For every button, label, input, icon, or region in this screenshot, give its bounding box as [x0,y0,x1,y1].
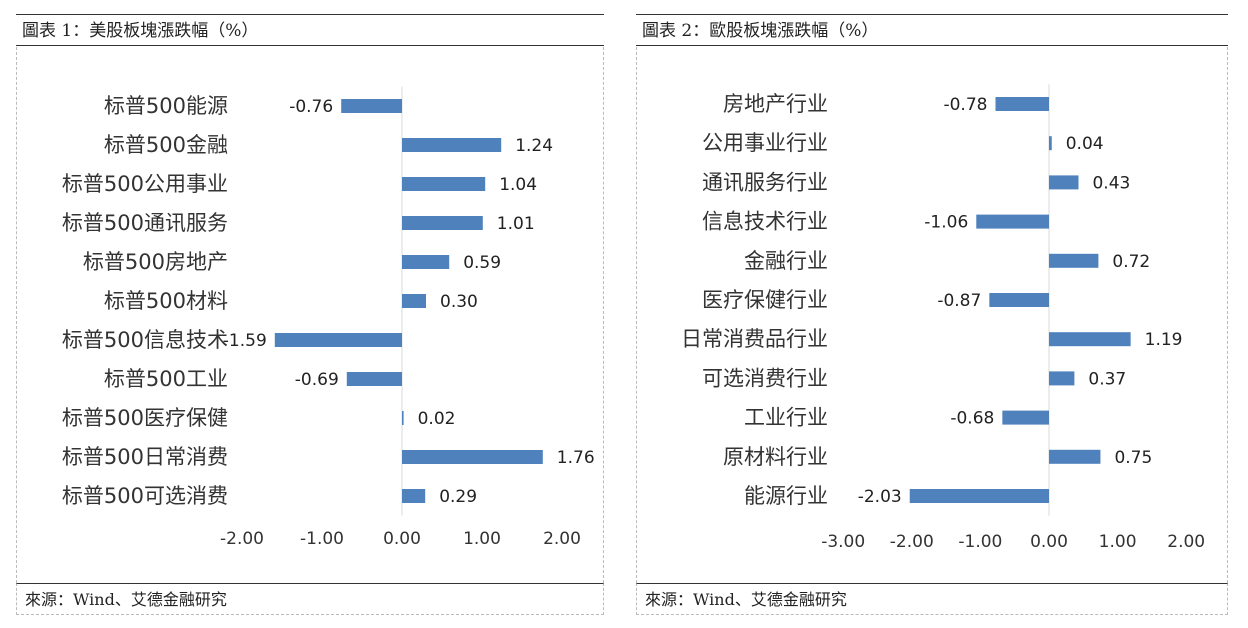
category-label: 信息技术行业 [702,210,828,234]
bar [1002,410,1049,425]
data-label: 0.29 [439,487,477,507]
bar [909,489,1049,503]
category-label: 标普500金融 [104,133,228,157]
bar [274,333,402,347]
x-tick-label: -1.00 [958,532,1002,552]
x-tick-label: -3.00 [821,532,865,552]
category-label: 标普500医疗保健 [62,406,228,430]
data-label: -0.78 [943,95,987,115]
category-label: 公用事业行业 [702,131,828,155]
bar [402,177,486,191]
x-tick-label: -2.00 [220,529,264,549]
category-label: 原材料行业 [723,445,828,469]
x-tick-label: 0.00 [383,529,421,549]
chart-frame [636,47,1228,583]
bar [402,489,426,503]
bar [1049,371,1075,386]
bar [989,293,1049,307]
bar [346,372,402,386]
category-label: 标普500房地产 [83,250,228,274]
x-tick-label: 1.00 [463,529,501,549]
eu-sector-bar-chart: 房地产行业 -0.78 公用事业行业 0.04 通讯服务行业 0.43 信息技术行业 -1.0… [681,84,1205,552]
category-label: 标普500日常消费 [62,445,228,469]
bar [976,214,1049,229]
category-label: 日常消费品行业 [681,327,828,351]
bar [402,255,450,269]
x-tick-label: -1.00 [300,529,344,549]
category-label: 通讯服务行业 [702,170,828,194]
bar [1049,332,1131,347]
category-label: 标普500通讯服务 [62,211,228,235]
category-label: 标普500公用事业 [62,172,228,196]
bar [1049,253,1099,268]
data-label: -1.59 [223,331,267,351]
category-label: 医疗保健行业 [702,288,828,312]
x-tick-label: 0.00 [1030,532,1068,552]
data-label: 1.01 [497,214,535,234]
chart-title: 圖表 1：美股板塊漲跌幅（%） [16,14,604,46]
data-label: 1.19 [1145,330,1183,350]
data-label: 0.30 [440,292,478,312]
data-label: -0.69 [295,370,339,390]
bar [402,294,426,308]
category-label: 能源行业 [744,484,828,508]
data-label: 1.76 [557,448,595,468]
bar [402,411,404,425]
x-tick-label: 1.00 [1099,532,1137,552]
bar [995,97,1049,111]
category-label: 标普500材料 [104,289,228,313]
data-label: 1.24 [515,136,553,156]
bar [1049,175,1079,190]
category-label: 工业行业 [744,406,828,430]
category-label: 金融行业 [744,249,828,273]
bar [402,216,483,230]
chart-panel-eu: 圖表 2：歐股板塊漲跌幅（%） 房地产行业 -0.78 公用事业行业 0.04 通讯服务… [636,14,1228,615]
bar [341,99,402,113]
chart-frame [16,47,604,583]
bar [402,450,543,464]
data-label: 1.04 [499,175,537,195]
x-tick-label: -2.00 [890,532,934,552]
data-label: 0.72 [1112,252,1150,272]
x-tick-label: 2.00 [543,529,581,549]
data-label: 0.04 [1066,134,1104,154]
data-label: 0.37 [1088,369,1126,389]
bar [1049,136,1052,151]
source-note: 來源：Wind、艾德金融研究 [636,583,1228,615]
data-label: -0.68 [950,409,994,429]
bar [1049,449,1101,464]
chart-panel-us: 圖表 1：美股板塊漲跌幅（%） 标普500能源 -0.76 标普500金融 1.24 标… [16,14,604,615]
data-label: -0.87 [937,291,981,311]
data-label: 0.59 [463,253,501,273]
chart-title: 圖表 2：歐股板塊漲跌幅（%） [636,14,1228,46]
data-label: 0.02 [418,409,456,429]
data-label: 0.75 [1114,448,1152,468]
category-label: 标普500可选消费 [62,484,228,508]
category-label: 标普500工业 [104,367,228,391]
category-label: 可选消费行业 [702,366,828,390]
data-label: 0.43 [1092,173,1130,193]
source-note: 來源：Wind、艾德金融研究 [16,583,604,615]
x-tick-label: 2.00 [1167,532,1205,552]
us-sector-bar-chart: 标普500能源 -0.76 标普500金融 1.24 标普500公用事业 1.04 标普50… [62,86,595,549]
category-label: 标普500能源 [104,94,228,118]
data-label: -0.76 [289,97,333,117]
category-label: 房地产行业 [723,92,828,116]
category-label: 标普500信息技术 [62,328,228,352]
bar [402,138,502,152]
data-label: -2.03 [858,487,902,507]
data-label: -1.06 [924,213,968,233]
